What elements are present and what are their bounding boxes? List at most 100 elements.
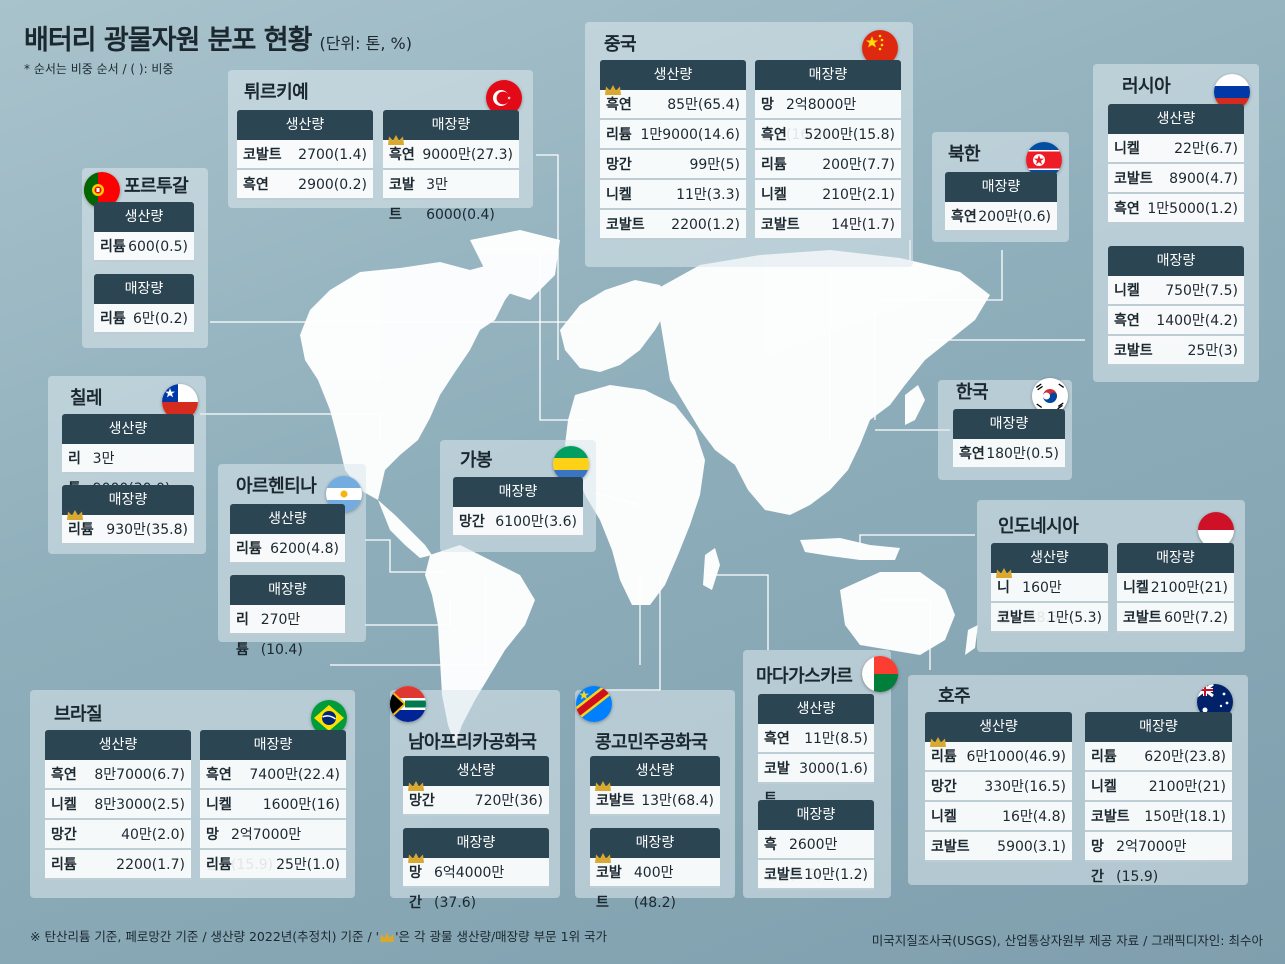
production-table: 생산량 코발트 13만(68.4) [590,756,720,816]
reserves-header: 매장량 [230,575,345,605]
mineral-name: 코발트 [764,867,803,883]
mineral-row: 코발트 8900(4.7) [1108,164,1244,194]
country-name: 중국 [604,34,637,55]
mineral-value: 8만7000(6.7) [94,767,185,783]
mineral-name: 리튬 [100,239,126,255]
mineral-value: 2억7000만(15.9) [230,827,302,873]
mineral-value: 200만(7.7) [822,157,895,173]
mineral-name: 흑연 [951,209,977,225]
reserves-header: 매장량 [590,828,720,858]
mineral-row: 코발트 25만(3) [1108,336,1244,366]
mineral-name: 흑연 [959,446,985,462]
reserves-header: 매장량 [403,828,549,858]
production-header: 생산량 [991,543,1108,573]
production-header: 생산량 [925,712,1072,742]
central-america-landmass [378,500,432,558]
mineral-value: 180만(0.5) [986,446,1059,462]
crown-icon [996,568,1012,578]
mineral-row: 흑연 5200만(15.8) [755,120,901,150]
production-header: 생산량 [94,202,194,232]
reserves-table: 매장량 코발트 400만(48.2) [590,828,720,911]
production-header: 생산량 [62,414,194,444]
country-name: 튀르키예 [244,82,309,103]
mineral-row: 리튬 25만(1.0) [200,850,346,880]
mineral-name: 니켈 [606,187,632,203]
mineral-value: 200만(0.6) [978,209,1051,225]
country-name: 칠레 [70,388,103,409]
production-table: 생산량 흑연 11만(8.5) 코발트 3000(1.6) [758,694,874,807]
mineral-name: 코발트 [606,217,645,233]
mineral-row: 흑연 9000만(27.3) [383,135,519,170]
crown-icon [930,737,946,747]
reserves-header: 매장량 [62,485,194,515]
mineral-value: 8900(4.7) [1169,171,1238,187]
reserves-table: 매장량 흑연 180만(0.5) [953,409,1065,469]
production-header: 생산량 [1108,104,1244,134]
mineral-row: 코발트 5900(3.1) [925,832,1072,862]
madagascar-flag-icon [862,656,898,692]
asia-landmass [655,250,990,515]
mineral-value: 6억4000만(37.6) [433,865,505,911]
mineral-name: 망간 [1091,839,1104,885]
crown-icon [595,853,611,863]
mineral-value: 6200(4.8) [270,541,339,557]
mineral-row: 니켈 750만(7.5) [1108,276,1244,306]
mineral-row: 리튬 200만(7.7) [755,150,901,180]
mineral-name: 리튬 [100,311,126,327]
mineral-name: 흑연 [389,147,415,163]
production-table: 생산량 흑연 8만7000(6.7) 니켈 8만3000(2.5) 망간 40만(2.0) 리… [45,730,191,880]
mineral-name: 니켈 [1114,283,1140,299]
reserves-header: 매장량 [94,274,194,304]
mineral-row: 니켈 210만(2.1) [755,180,901,210]
mineral-row: 흑연 180만(0.5) [953,439,1065,469]
reserves-header: 매장량 [1085,712,1232,742]
mineral-value: 6100만(3.6) [495,514,577,530]
mineral-value: 330만(16.5) [984,779,1066,795]
reserves-header: 매장량 [755,60,901,90]
mineral-row: 망간 40만(2.0) [45,820,191,850]
greenland-landmass [470,230,560,300]
mineral-row: 코발트 3만6000(0.4) [383,170,519,223]
mineral-value: 600(0.5) [128,239,188,255]
production-table: 생산량 흑연 85만(65.4) 리튬 1만9000(14.6) 망간 99만(5) 니켈 11… [600,60,746,240]
mineral-value: 99만(5) [689,157,740,173]
mineral-row: 니켈 22만(6.7) [1108,134,1244,164]
production-table: 생산량리튬3만9000(30.0) [62,414,194,497]
mineral-row: 리튬 6만(0.2) [94,304,194,334]
mineral-name: 망간 [761,97,774,143]
mineral-name: 코발트 [764,761,790,807]
mineral-value: 3만9000(30.0) [92,451,171,497]
crown-icon [605,85,621,95]
crown-icon [67,510,83,520]
mineral-name: 망간 [459,514,485,530]
mineral-row: 흑연 1400만(4.2) [1108,306,1244,336]
mineral-value: 9000만(27.3) [422,147,513,163]
indonesia-landmass [800,538,900,560]
mineral-row: 흑연2600만(7.9) [758,830,874,883]
mineral-name: 리튬 [206,857,232,873]
mineral-row: 망간 6100만(3.6) [453,507,583,537]
reserves-header: 매장량 [945,172,1057,202]
country-name: 브라질 [54,704,103,725]
production-header: 생산량 [758,694,874,724]
mineral-name: 흑연 [206,767,232,783]
mineral-name: 코발트 [389,177,415,223]
reserves-header: 매장량 [383,110,519,140]
reserves-header: 매장량 [953,409,1065,439]
mineral-value: 11만(3.3) [676,187,740,203]
mineral-name: 리튬 [761,157,787,173]
mineral-value: 2200(1.2) [671,217,740,233]
mineral-row: 코발트 10만(1.2) [758,860,874,890]
mineral-value: 2100만(21) [1150,580,1228,596]
mineral-name: 코발트 [1114,343,1153,359]
mineral-value: 7400만(22.4) [249,767,340,783]
footer-note-b: '은 각 광물 생산량/매장량 부문 1위 국가 [395,929,608,944]
unit-label: (단위: 톤, %) [319,34,412,53]
mineral-row: 망간2억8000만(16.5) [755,90,901,143]
reserves-table: 매장량 니켈 2100만(21) 코발트 60만(7.2) [1117,543,1234,633]
reserves-table: 매장량 리튬 620만(23.8) 니켈 2100만(21) 코발트 150만(18.1) 망… [1085,712,1232,885]
